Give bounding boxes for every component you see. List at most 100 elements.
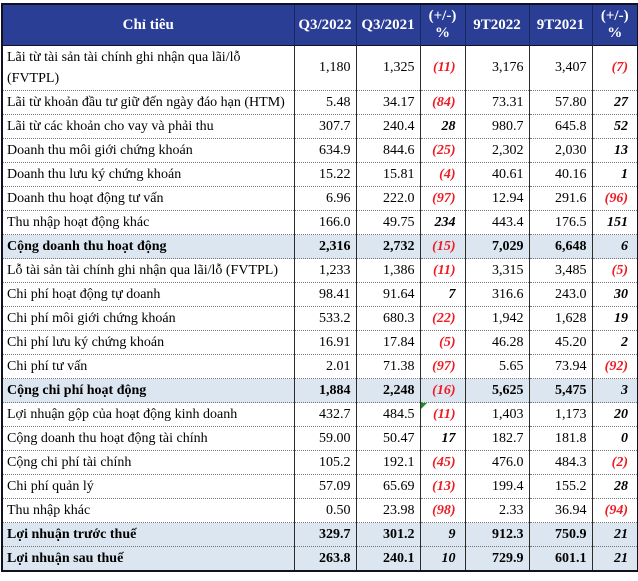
cell-q3-2021[interactable]: 50.47 — [355, 426, 420, 451]
cell-pct-quarter[interactable]: (11) — [419, 45, 465, 91]
cell-9t-2022[interactable]: 1,403 — [464, 402, 529, 427]
cell-pct-9t[interactable]: 151 — [591, 210, 638, 235]
cell-9t-2022[interactable]: 1,942 — [464, 306, 529, 331]
cell-9t-2021[interactable]: 484.3 — [528, 450, 592, 475]
cell-q3-2021[interactable]: 192.1 — [355, 450, 420, 475]
cell-pct-9t[interactable]: (94) — [591, 498, 638, 523]
cell-9t-2022[interactable]: 316.6 — [464, 282, 529, 307]
cell-q3-2021[interactable]: 1,386 — [355, 258, 420, 283]
cell-q3-2021[interactable]: 15.81 — [355, 162, 420, 187]
cell-q3-2021[interactable]: 71.38 — [355, 354, 420, 379]
cell-q3-2021[interactable]: 2,248 — [355, 378, 420, 403]
cell-q3-2022[interactable]: 166.0 — [293, 210, 356, 235]
col-header-criteria[interactable]: Chỉ tiêu — [2, 4, 294, 46]
cell-pct-quarter[interactable]: (11) — [419, 258, 465, 283]
cell-q3-2021[interactable]: 65.69 — [355, 474, 420, 499]
cell-9t-2021[interactable]: 40.16 — [528, 162, 592, 187]
cell-q3-2022[interactable]: 432.7 — [293, 402, 356, 427]
cell-pct-9t[interactable]: 27 — [591, 90, 638, 115]
cell-q3-2022[interactable]: 307.7 — [293, 114, 356, 139]
cell-pct-quarter[interactable]: 28 — [419, 114, 465, 139]
cell-q3-2022[interactable]: 16.91 — [293, 330, 356, 355]
col-header-pct-quarter[interactable]: (+/-)% — [419, 4, 465, 46]
cell-9t-2022[interactable]: 476.0 — [464, 450, 529, 475]
cell-q3-2021[interactable]: 91.64 — [355, 282, 420, 307]
row-label[interactable]: Lợi nhuận trước thuế — [2, 522, 294, 547]
cell-pct-quarter[interactable]: (22) — [419, 306, 465, 331]
cell-pct-9t[interactable]: (2) — [591, 450, 638, 475]
cell-pct-quarter[interactable]: (4) — [419, 162, 465, 187]
cell-q3-2021[interactable]: 484.5 — [355, 402, 420, 427]
col-header-pct-9t[interactable]: (+/-)% — [591, 4, 638, 46]
cell-q3-2021[interactable]: 680.3 — [355, 306, 420, 331]
cell-q3-2022[interactable]: 15.22 — [293, 162, 356, 187]
row-label[interactable]: Chi phí quản lý — [2, 474, 294, 499]
cell-q3-2022[interactable]: 263.8 — [293, 546, 356, 571]
cell-q3-2021[interactable]: 844.6 — [355, 138, 420, 163]
cell-pct-quarter[interactable]: (16) — [419, 378, 465, 403]
cell-9t-2021[interactable]: 1,628 — [528, 306, 592, 331]
cell-9t-2022[interactable]: 40.61 — [464, 162, 529, 187]
col-header-q3-2021[interactable]: Q3/2021 — [355, 4, 420, 46]
cell-pct-quarter[interactable]: (98) — [419, 498, 465, 523]
row-label[interactable]: Lãi từ tài sản tài chính ghi nhận qua lã… — [2, 45, 294, 91]
cell-9t-2021[interactable]: 750.9 — [528, 522, 592, 547]
cell-pct-9t[interactable]: 21 — [591, 522, 638, 547]
col-header-q3-2022[interactable]: Q3/2022 — [293, 4, 356, 46]
row-label[interactable]: Lãi từ khoản đầu tư giữ đến ngày đáo hạn… — [2, 90, 294, 115]
cell-pct-quarter[interactable]: 7 — [419, 282, 465, 307]
row-label[interactable]: Cộng doanh thu hoạt động — [2, 234, 294, 259]
cell-q3-2022[interactable]: 5.48 — [293, 90, 356, 115]
cell-9t-2022[interactable]: 980.7 — [464, 114, 529, 139]
cell-pct-quarter[interactable]: (5) — [419, 330, 465, 355]
row-label[interactable]: Doanh thu hoạt động tư vấn — [2, 186, 294, 211]
cell-9t-2022[interactable]: 199.4 — [464, 474, 529, 499]
cell-pct-quarter[interactable]: (84) — [419, 90, 465, 115]
cell-9t-2021[interactable]: 5,475 — [528, 378, 592, 403]
cell-pct-9t[interactable]: 52 — [591, 114, 638, 139]
row-label[interactable]: Chi phí môi giới chứng khoán — [2, 306, 294, 331]
cell-q3-2022[interactable]: 533.2 — [293, 306, 356, 331]
cell-pct-9t[interactable]: 13 — [591, 138, 638, 163]
cell-9t-2021[interactable]: 45.20 — [528, 330, 592, 355]
cell-pct-quarter[interactable]: (97) — [419, 186, 465, 211]
cell-pct-quarter[interactable]: (25) — [419, 138, 465, 163]
cell-pct-quarter[interactable]: 10 — [419, 546, 465, 571]
cell-9t-2022[interactable]: 46.28 — [464, 330, 529, 355]
row-label[interactable]: Chi phí lưu ký chứng khoán — [2, 330, 294, 355]
cell-9t-2021[interactable]: 601.1 — [528, 546, 592, 571]
cell-pct-9t[interactable]: 2 — [591, 330, 638, 355]
row-label[interactable]: Chi phí hoạt động tự doanh — [2, 282, 294, 307]
cell-9t-2021[interactable]: 291.6 — [528, 186, 592, 211]
cell-q3-2022[interactable]: 6.96 — [293, 186, 356, 211]
cell-q3-2021[interactable]: 34.17 — [355, 90, 420, 115]
cell-9t-2022[interactable]: 7,029 — [464, 234, 529, 259]
cell-pct-9t[interactable]: 1 — [591, 162, 638, 187]
col-header-9t-2022[interactable]: 9T2022 — [464, 4, 529, 46]
cell-q3-2022[interactable]: 2.01 — [293, 354, 356, 379]
cell-q3-2021[interactable]: 222.0 — [355, 186, 420, 211]
cell-q3-2022[interactable]: 0.50 — [293, 498, 356, 523]
cell-q3-2022[interactable]: 1,180 — [293, 45, 356, 91]
cell-9t-2021[interactable]: 2,030 — [528, 138, 592, 163]
cell-q3-2022[interactable]: 1,884 — [293, 378, 356, 403]
cell-q3-2021[interactable]: 301.2 — [355, 522, 420, 547]
cell-9t-2022[interactable]: 729.9 — [464, 546, 529, 571]
cell-9t-2022[interactable]: 2,302 — [464, 138, 529, 163]
cell-pct-quarter[interactable]: (45) — [419, 450, 465, 475]
cell-q3-2022[interactable]: 59.00 — [293, 426, 356, 451]
cell-9t-2021[interactable]: 57.80 — [528, 90, 592, 115]
cell-pct-quarter[interactable]: (11) — [419, 402, 465, 427]
cell-9t-2022[interactable]: 912.3 — [464, 522, 529, 547]
cell-9t-2022[interactable]: 3,176 — [464, 45, 529, 91]
cell-pct-9t[interactable]: (5) — [591, 258, 638, 283]
cell-9t-2022[interactable]: 5.65 — [464, 354, 529, 379]
cell-pct-9t[interactable]: (96) — [591, 186, 638, 211]
cell-9t-2022[interactable]: 3,315 — [464, 258, 529, 283]
cell-pct-9t[interactable]: 28 — [591, 474, 638, 499]
row-label[interactable]: Doanh thu môi giới chứng khoán — [2, 138, 294, 163]
row-label[interactable]: Thu nhập khác — [2, 498, 294, 523]
cell-pct-9t[interactable]: 19 — [591, 306, 638, 331]
row-label[interactable]: Doanh thu lưu ký chứng khoán — [2, 162, 294, 187]
cell-9t-2022[interactable]: 443.4 — [464, 210, 529, 235]
